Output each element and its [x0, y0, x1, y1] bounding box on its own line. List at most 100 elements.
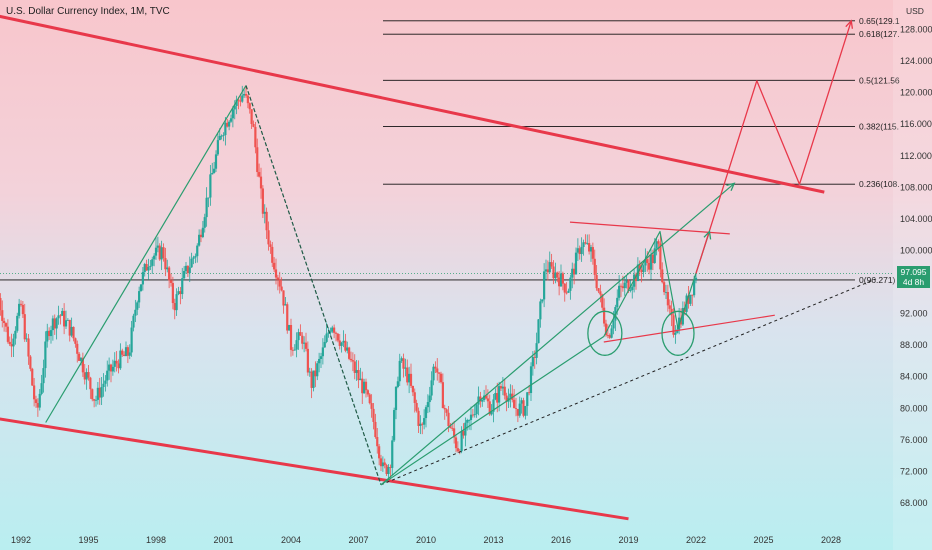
- candle-body: [134, 309, 137, 316]
- candle-body: [366, 390, 369, 395]
- candle-body: [381, 462, 384, 467]
- candle-body: [188, 267, 191, 274]
- candle-body: [516, 408, 519, 416]
- candle-body: [201, 227, 204, 238]
- candle-body: [391, 440, 394, 468]
- candle-body: [303, 342, 306, 344]
- candle-body: [363, 381, 366, 394]
- candle-body: [241, 95, 244, 102]
- candle-body: [694, 277, 698, 280]
- candle-body: [153, 255, 156, 260]
- candle-body: [100, 387, 103, 398]
- candle-body: [558, 277, 561, 287]
- candle-body: [393, 410, 396, 441]
- candle-body: [269, 244, 272, 247]
- candle-body: [179, 291, 182, 295]
- candle-body: [505, 395, 508, 402]
- candle-body: [334, 332, 338, 334]
- y-tick-label: 116.000: [900, 119, 932, 129]
- candle-body: [625, 280, 628, 283]
- candle-body: [235, 99, 238, 106]
- candle-body: [588, 243, 591, 252]
- candle-body: [46, 330, 49, 342]
- candle-body: [528, 392, 531, 394]
- candle-body: [664, 292, 668, 293]
- candle-body: [368, 394, 371, 404]
- candle-body: [621, 286, 624, 289]
- candle-body: [218, 135, 221, 141]
- candle-body: [483, 395, 486, 401]
- candle-body: [436, 368, 439, 373]
- candle-body: [23, 314, 26, 340]
- candle-body: [441, 382, 444, 409]
- candle-body: [642, 265, 645, 273]
- candle-body: [102, 383, 105, 388]
- candle-body: [57, 315, 60, 319]
- candle-body: [81, 357, 84, 373]
- candle-body: [477, 396, 480, 405]
- candle-body: [160, 247, 163, 260]
- candle-body: [653, 248, 656, 264]
- candle-body: [676, 329, 679, 333]
- candle-body: [194, 256, 197, 258]
- candle-body: [419, 423, 422, 426]
- candle-body: [192, 257, 195, 259]
- candle-body: [432, 366, 435, 381]
- y-tick-label: 72.000: [900, 466, 928, 476]
- candle-body: [154, 247, 158, 256]
- candle-body: [668, 305, 671, 309]
- candle-body: [571, 268, 574, 278]
- candle-body: [691, 294, 694, 296]
- candle-body: [91, 389, 94, 400]
- candle-body: [649, 254, 653, 270]
- wave-3-long-line: [380, 182, 735, 486]
- candle-body: [468, 420, 471, 421]
- candle-body: [158, 245, 161, 260]
- candle-body: [627, 280, 630, 291]
- candle-body: [16, 315, 19, 331]
- candle-body: [64, 320, 68, 327]
- candle-body: [184, 265, 188, 271]
- candle-body: [394, 386, 398, 411]
- candle-body: [1, 310, 4, 321]
- candle-body: [239, 100, 242, 102]
- candle-body: [578, 248, 581, 255]
- candle-body: [357, 369, 360, 381]
- candle-body: [222, 135, 225, 136]
- candle-body: [173, 303, 176, 311]
- candle-body: [648, 262, 651, 270]
- candle-body: [408, 373, 411, 383]
- candle-body: [565, 292, 568, 294]
- candle-body: [471, 414, 474, 416]
- candle-body: [256, 147, 259, 173]
- candle-body: [31, 368, 34, 386]
- candle-body: [259, 176, 263, 189]
- candle-body: [616, 297, 619, 308]
- candle-body: [233, 105, 236, 110]
- candle-body: [415, 402, 418, 411]
- candle-body: [531, 357, 534, 367]
- candle-body: [119, 350, 122, 369]
- candle-body: [205, 197, 208, 218]
- candle-body: [550, 262, 553, 267]
- candle-body: [220, 135, 223, 137]
- candle-body: [513, 399, 516, 409]
- candle-body: [87, 372, 90, 378]
- candle-body: [687, 295, 690, 304]
- candle-body: [3, 320, 6, 324]
- candle-body: [522, 400, 525, 416]
- candle-body: [42, 368, 45, 384]
- candle-body: [273, 262, 276, 270]
- candle-body: [132, 315, 135, 328]
- candle-body: [312, 370, 315, 388]
- candle-body: [228, 121, 231, 127]
- candle-body: [27, 338, 30, 357]
- candle-body: [670, 308, 673, 316]
- candle-body: [10, 344, 13, 347]
- candle-body: [454, 437, 458, 449]
- y-tick-label: 128.000: [900, 25, 932, 35]
- candle-body: [258, 172, 261, 177]
- candle-body: [546, 269, 549, 273]
